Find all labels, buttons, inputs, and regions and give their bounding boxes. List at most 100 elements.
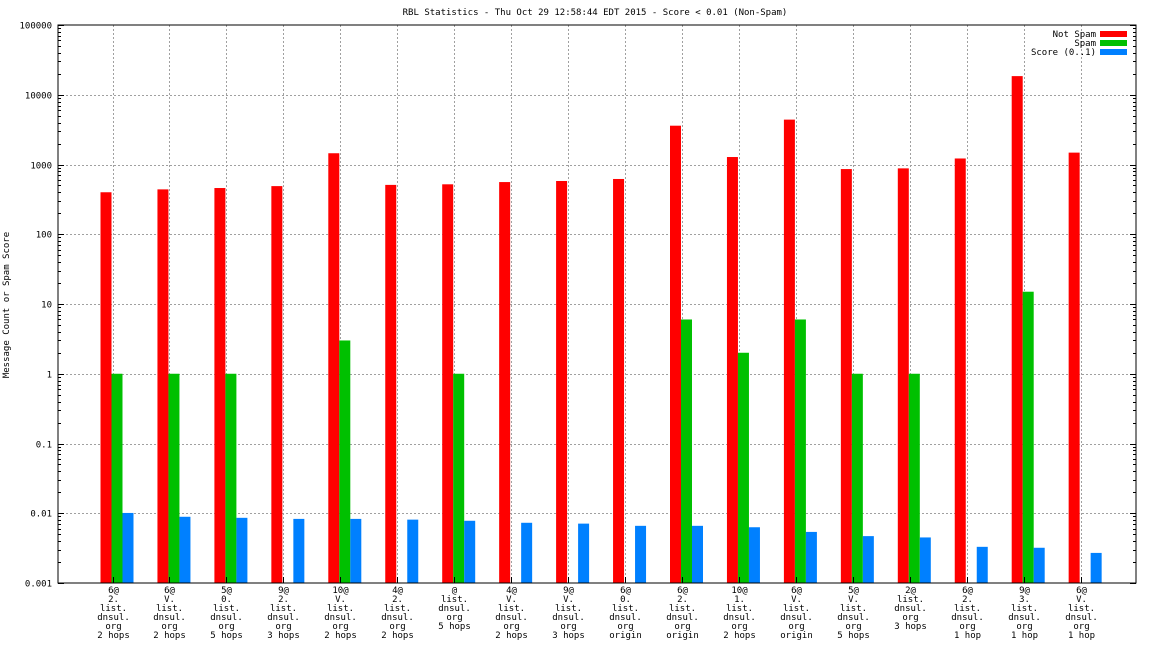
bar-not-spam-3 — [271, 186, 283, 583]
x-tick-label: 2. — [278, 595, 289, 605]
x-tick-label: dnsul. — [267, 613, 300, 623]
y-tick-label: 1 — [47, 371, 52, 381]
x-tick-label: dnsul. — [837, 613, 870, 623]
x-tick-label: list. — [327, 604, 354, 614]
x-tick-label: 1. — [734, 595, 745, 605]
x-tick-label: org — [446, 613, 462, 623]
x-tick-label: dnsul. — [552, 613, 585, 623]
x-tick-label: 5 hops — [210, 631, 243, 641]
bar-score-0-1-17 — [1090, 552, 1102, 583]
x-tick-label: 9@ — [278, 586, 289, 596]
legend-label: Not Spam — [1053, 30, 1096, 40]
y-tick-label: 1000 — [30, 162, 52, 172]
x-tick-label: dnsul. — [381, 613, 414, 623]
x-tick-label: org — [161, 622, 177, 632]
legend-swatch — [1100, 49, 1127, 55]
x-tick-label: 3 hops — [267, 631, 300, 641]
bar-not-spam-5 — [385, 184, 397, 583]
y-tick-label: 0.01 — [30, 510, 52, 520]
bar-spam-11 — [737, 352, 749, 583]
bar-not-spam-14 — [897, 168, 909, 584]
x-tick-label: 2. — [962, 595, 973, 605]
x-tick-label: 10@ — [332, 586, 349, 596]
x-tick-label: org — [389, 622, 405, 632]
x-tick-label: org — [1016, 622, 1032, 632]
x-tick-label: 6@ — [962, 586, 973, 596]
bar-spam-6 — [453, 373, 465, 583]
x-tick-label: 6@ — [108, 586, 119, 596]
bar-spam-4 — [339, 340, 351, 583]
x-tick-label: V. — [335, 595, 346, 605]
x-tick-label: 6@ — [164, 586, 175, 596]
bar-score-0-1-13 — [862, 536, 874, 583]
x-tick-label: dnsul. — [324, 613, 357, 623]
bar-score-0-1-7 — [521, 522, 533, 583]
x-tick-label: 6@ — [791, 586, 802, 596]
x-tick-label: org — [788, 622, 804, 632]
bar-not-spam-9 — [613, 178, 625, 583]
bar-not-spam-16 — [1011, 76, 1023, 583]
x-tick-label: dnsul. — [951, 613, 984, 623]
x-tick-label: list. — [213, 604, 240, 614]
x-tick-label: 5@ — [848, 586, 859, 596]
y-tick-label: 0.1 — [36, 441, 52, 451]
x-tick-label: org — [503, 622, 519, 632]
bar-score-0-1-14 — [919, 537, 931, 583]
bar-not-spam-6 — [442, 184, 454, 583]
x-tick-label: list. — [384, 604, 411, 614]
x-tick-label: dnsul. — [495, 613, 528, 623]
legend-swatch — [1100, 40, 1127, 46]
x-tick-label: dnsul. — [1008, 613, 1041, 623]
x-tick-label: list. — [1068, 604, 1095, 614]
x-tick-label: org — [218, 622, 234, 632]
x-tick-label: origin — [780, 631, 813, 641]
y-tick-label: 10 — [41, 301, 52, 311]
bar-score-0-1-9 — [635, 525, 647, 583]
bar-not-spam-13 — [840, 169, 852, 583]
x-tick-label: org — [617, 622, 633, 632]
bar-not-spam-17 — [1068, 152, 1080, 583]
legend-label: Spam — [1074, 39, 1096, 49]
x-tick-label: dnsul. — [780, 613, 813, 623]
x-tick-label: 0. — [620, 595, 631, 605]
bar-score-0-1-1 — [179, 516, 191, 583]
x-tick-label: list. — [270, 604, 297, 614]
x-tick-label: V. — [506, 595, 517, 605]
x-tick-label: 3. — [1019, 595, 1030, 605]
bars — [100, 76, 1102, 584]
x-tick-label: org — [959, 622, 975, 632]
x-tick-label: 5 hops — [438, 622, 471, 632]
bar-score-0-1-0 — [122, 512, 134, 583]
x-tick-label: 3 hops — [552, 631, 585, 641]
x-tick-label: dnsul. — [609, 613, 642, 623]
bar-score-0-1-16 — [1033, 547, 1045, 583]
x-tick-label: list. — [1011, 604, 1038, 614]
x-tick-label: org — [731, 622, 747, 632]
x-tick-label: list. — [840, 604, 867, 614]
x-tick-label: 5@ — [221, 586, 232, 596]
bar-not-spam-15 — [954, 158, 966, 584]
bar-not-spam-0 — [100, 192, 112, 583]
legend-swatch — [1100, 31, 1127, 37]
x-tick-label: dnsul. — [666, 613, 699, 623]
bar-score-0-1-15 — [976, 546, 988, 583]
x-tick-label: dnsul. — [1065, 613, 1098, 623]
x-tick-label: origin — [666, 631, 699, 641]
bar-score-0-1-10 — [692, 525, 703, 583]
x-tick-label: list. — [783, 604, 810, 614]
y-axis-ticks: 0.001 0.01 0.1 1 10 100 1000 10000 100000 — [19, 22, 1136, 590]
x-tick-label: V. — [563, 595, 574, 605]
x-tick-label: 2 hops — [324, 631, 357, 641]
bar-score-0-1-8 — [578, 523, 590, 583]
y-tick-label: 0.001 — [25, 580, 52, 590]
y-tick-label: 100 — [36, 231, 52, 241]
x-tick-label: org — [1073, 622, 1089, 632]
bar-spam-14 — [908, 373, 920, 583]
bar-score-0-1-2 — [236, 517, 248, 583]
x-tick-label: list. — [156, 604, 183, 614]
x-tick-label: dnsul. — [894, 604, 927, 614]
x-tick-label: 2 hops — [495, 631, 528, 641]
bar-spam-12 — [794, 319, 806, 583]
